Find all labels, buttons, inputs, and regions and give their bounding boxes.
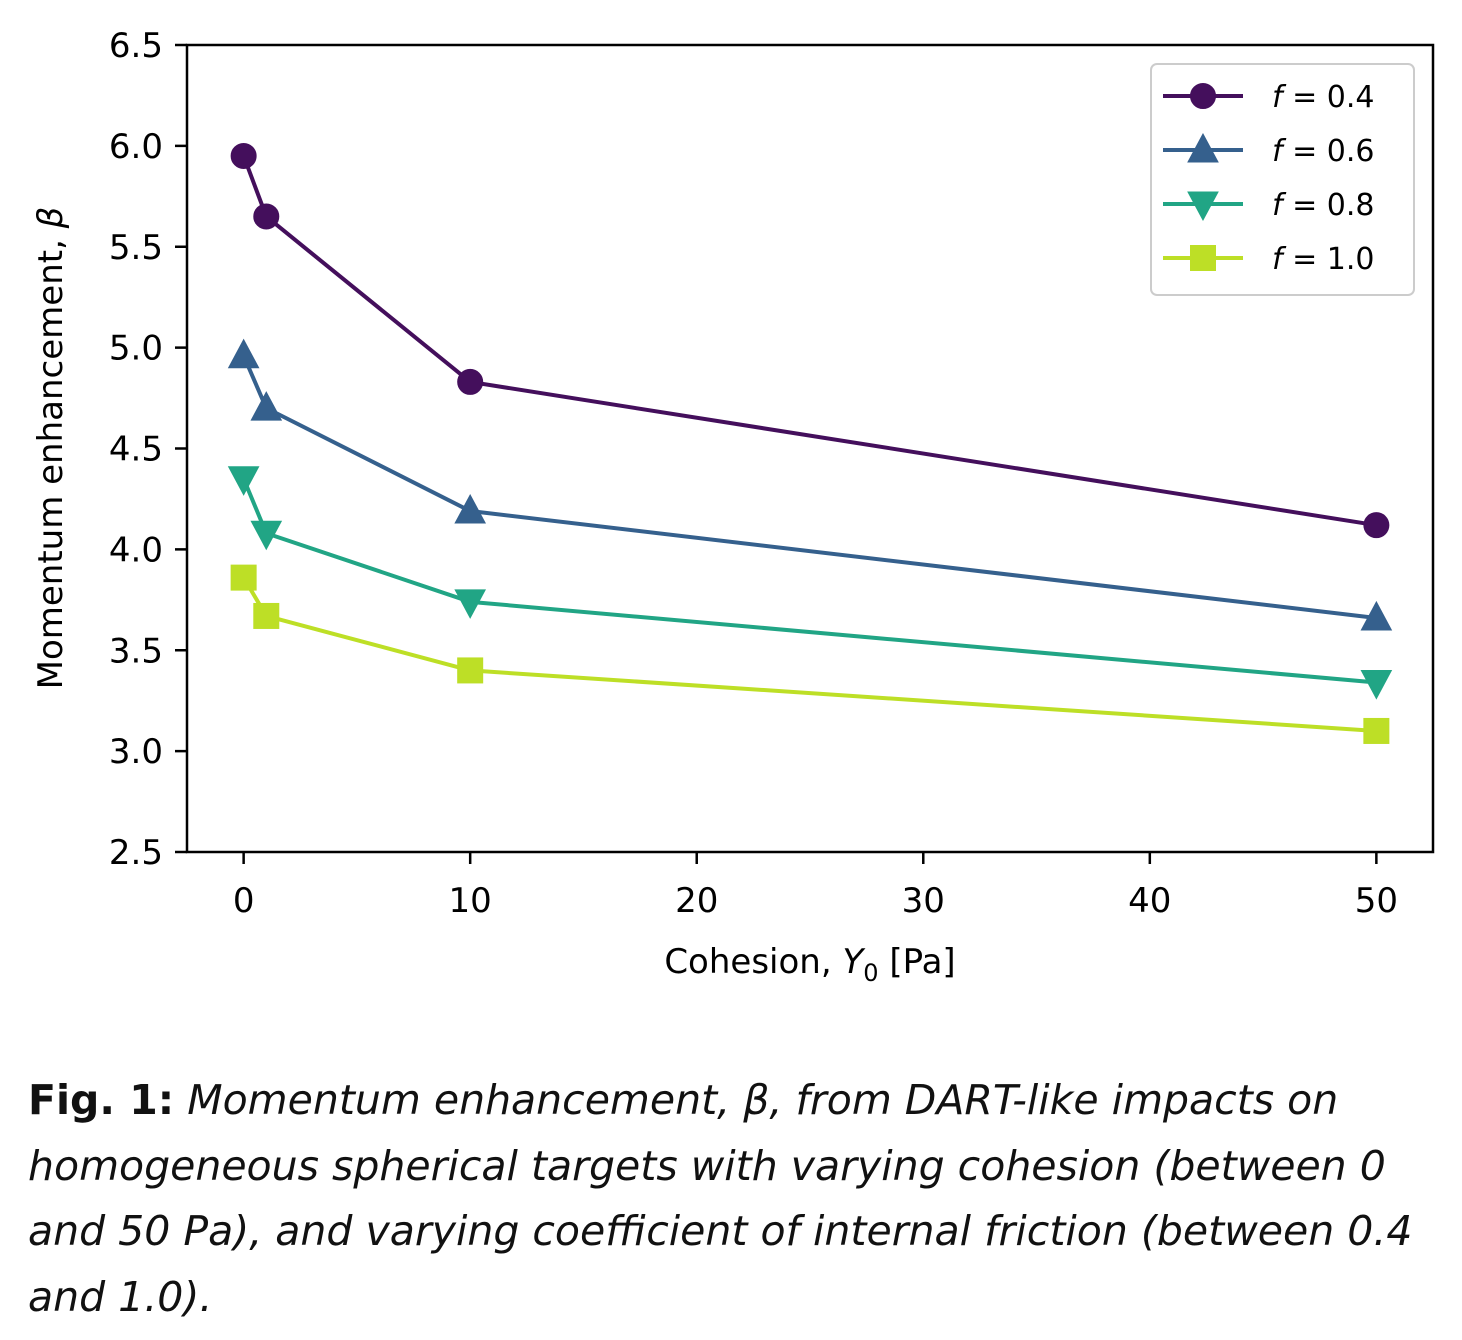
x-tick-label: 30 (902, 881, 945, 921)
data-point (253, 602, 280, 629)
legend-item: f = 0.4 (1163, 80, 1374, 115)
legend-item: f = 0.6 (1163, 132, 1374, 169)
x-tick-label: 20 (675, 881, 718, 921)
data-point (454, 589, 487, 619)
legend-marker (1190, 245, 1216, 271)
y-tick-label: 4.5 (109, 430, 163, 470)
legend: f = 0.4 f = 0.6 f = 0.8 f = 1.0 (1150, 63, 1415, 296)
figure-caption: Fig. 1: Momentum enhancement, β, from DA… (28, 1068, 1448, 1330)
y-tick-label: 4.0 (109, 530, 163, 570)
legend-label: f = 0.8 (1272, 188, 1374, 223)
y-tick-label: 5.5 (109, 228, 163, 268)
line-chart: 0 10 20 30 40 50 2.53.03.54.04.55.05.56.06.5 … (31, 26, 1435, 987)
data-point (457, 657, 484, 684)
data-point (250, 391, 283, 421)
x-axis-title: Cohesion, Y0 [Pa] (664, 942, 955, 987)
series-4 (230, 564, 1390, 744)
data-point (230, 142, 257, 169)
x-axis: 0 10 20 30 40 50 (233, 852, 1398, 921)
x-tick-label: 10 (449, 881, 492, 921)
legend-marker (1187, 132, 1219, 163)
data-point (253, 203, 280, 230)
data-point (457, 368, 484, 395)
legend-item: f = 0.8 (1163, 188, 1374, 223)
y-tick-label: 5.0 (109, 329, 163, 369)
figure-label: Fig. 1: (28, 1076, 175, 1124)
legend-label: f = 1.0 (1272, 242, 1374, 277)
figure-caption-text: Momentum enhancement, β, from DART-like … (28, 1076, 1413, 1321)
y-tick-label: 2.5 (109, 833, 163, 873)
legend-label: f = 0.4 (1272, 80, 1374, 115)
series-1 (230, 142, 1390, 539)
x-tick-label: 50 (1355, 881, 1398, 921)
legend-box (1150, 63, 1415, 296)
y-tick-label: 3.5 (109, 631, 163, 671)
data-point (1360, 600, 1393, 631)
series-layer (227, 142, 1393, 744)
y-tick-label: 6.0 (109, 127, 163, 167)
y-axis: 2.5 3.0 3.5 4.0 4.5 5.0 5.5 6.0 6.5 (109, 26, 187, 873)
data-point (230, 564, 257, 591)
legend-marker (1190, 83, 1216, 109)
x-tick-label: 0 (233, 881, 255, 921)
y-tick-label: 3.0 (109, 732, 163, 772)
data-point (1363, 512, 1390, 539)
y-axis-title: Momentum enhancement, β (31, 207, 71, 690)
x-tick-label: 40 (1128, 881, 1171, 921)
series-line (241, 477, 1377, 685)
data-point (227, 338, 260, 369)
data-point (454, 493, 487, 524)
series-line (241, 576, 1377, 733)
data-point (227, 466, 260, 496)
data-point (1363, 717, 1390, 744)
y-tick-label: 6.5 (109, 26, 163, 66)
legend-marker (1187, 191, 1219, 222)
series-line (241, 155, 1377, 528)
series-2 (227, 338, 1393, 631)
series-line (241, 354, 1377, 620)
legend-label: f = 0.6 (1272, 134, 1374, 169)
legend-item: f = 1.0 (1163, 242, 1374, 277)
series-3 (227, 466, 1393, 700)
data-point (250, 520, 283, 551)
data-point (1360, 670, 1393, 700)
